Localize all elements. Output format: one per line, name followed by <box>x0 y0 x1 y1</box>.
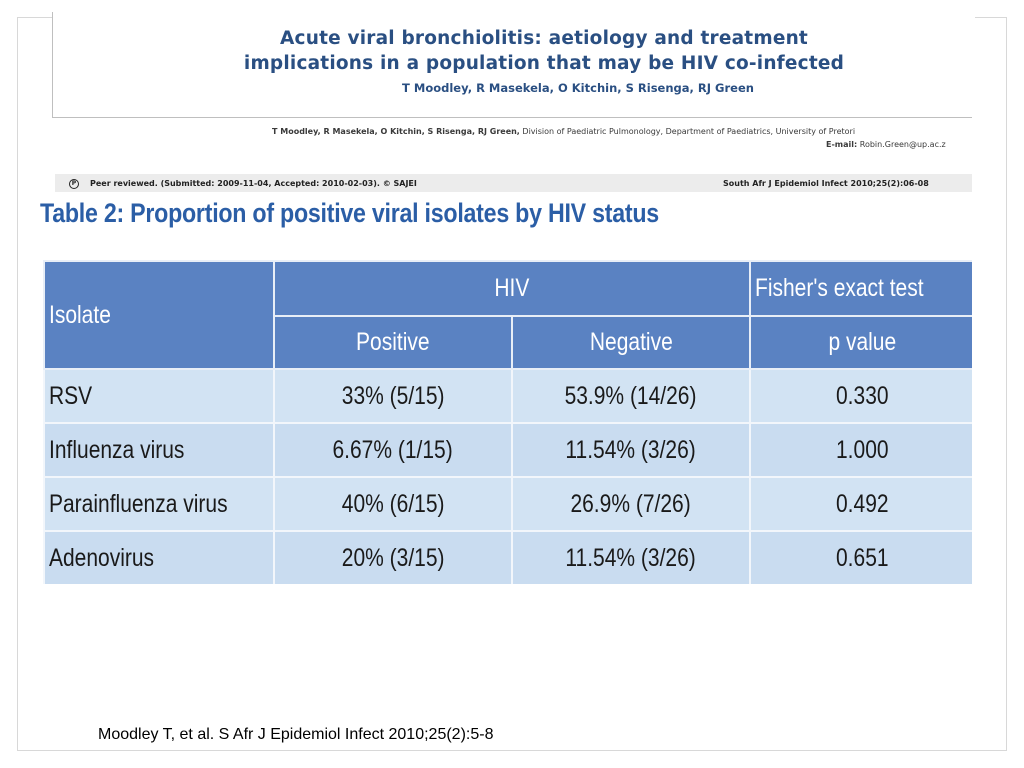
article-title-line-2: implications in a population that may be… <box>243 53 845 74</box>
header-p-value: p value <box>749 315 972 370</box>
cell-p-value: 1.000 <box>749 422 972 478</box>
peer-review-bar <box>55 174 972 192</box>
cell-isolate: Parainfluenza virus <box>43 476 275 532</box>
table-title: Table 2: Proportion of positive viral is… <box>40 198 659 228</box>
header-negative: Negative <box>511 315 751 370</box>
affiliation-department: Division of Paediatric Pulmonology, Depa… <box>519 127 856 136</box>
cell-p-value: 0.492 <box>749 476 972 532</box>
cell-p-value: 0.330 <box>749 368 972 424</box>
header-hiv: HIV <box>273 260 751 317</box>
frame-top-right-edge <box>975 17 1007 18</box>
cell-negative: 11.54% (3/26) <box>511 530 751 584</box>
cell-isolate: Adenovirus <box>43 530 275 584</box>
article-authors: T Moodley, R Masekela, O Kitchin, S Rise… <box>402 81 754 95</box>
cell-positive: 40% (6/15) <box>273 476 513 532</box>
article-title: Acute viral bronchiolitis: aetiology and… <box>119 26 969 76</box>
header-fisher: Fisher's exact test <box>749 260 972 317</box>
article-header: Acute viral bronchiolitis: aetiology and… <box>52 12 972 118</box>
cell-isolate: RSV <box>43 368 275 424</box>
email-value: Robin.Green@up.ac.z <box>857 140 946 149</box>
header-positive: Positive <box>273 315 513 370</box>
cell-positive: 20% (3/15) <box>273 530 513 584</box>
table-row: Influenza virus 6.67% (1/15) 11.54% (3/2… <box>43 422 972 478</box>
table-subheader-row: Positive Negative p value <box>44 315 972 370</box>
peer-review-text: Peer reviewed. (Submitted: 2009-11-04, A… <box>90 179 417 188</box>
cell-negative: 53.9% (14/26) <box>511 368 751 424</box>
table-header-row: Isolate HIV Fisher's exact test <box>43 260 972 370</box>
article-title-line-1: Acute viral bronchiolitis: aetiology and… <box>280 28 808 49</box>
cell-positive: 6.67% (1/15) <box>273 422 513 478</box>
header-isolate: Isolate <box>43 260 275 370</box>
viral-isolates-table: Isolate HIV Fisher's exact test Positive… <box>43 260 972 584</box>
table-row: RSV 33% (5/15) 53.9% (14/26) 0.330 <box>43 368 972 424</box>
table-row: Adenovirus 20% (3/15) 11.54% (3/26) 0.65… <box>43 530 972 584</box>
journal-reference: South Afr J Epidemiol Infect 2010;25(2):… <box>723 179 929 188</box>
cell-negative: 11.54% (3/26) <box>511 422 751 478</box>
footer-citation: Moodley T, et al. S Afr J Epidemiol Infe… <box>98 726 494 743</box>
affiliation-line: T Moodley, R Masekela, O Kitchin, S Rise… <box>272 127 972 136</box>
affiliation-names: T Moodley, R Masekela, O Kitchin, S Rise… <box>272 127 520 136</box>
cell-positive: 33% (5/15) <box>273 368 513 424</box>
email-label: E-mail: <box>826 140 858 149</box>
email-line: E-mail: Robin.Green@up.ac.z <box>760 140 972 149</box>
slide-frame <box>17 17 1007 751</box>
cell-p-value: 0.651 <box>749 530 972 584</box>
peer-reviewed-icon: P <box>69 179 79 189</box>
cell-isolate: Influenza virus <box>43 422 275 478</box>
data-table: Isolate HIV Fisher's exact test Positive… <box>43 260 972 584</box>
cell-negative: 26.9% (7/26) <box>511 476 751 532</box>
table-row: Parainfluenza virus 40% (6/15) 26.9% (7/… <box>43 476 972 532</box>
frame-top-left-edge <box>17 17 52 18</box>
